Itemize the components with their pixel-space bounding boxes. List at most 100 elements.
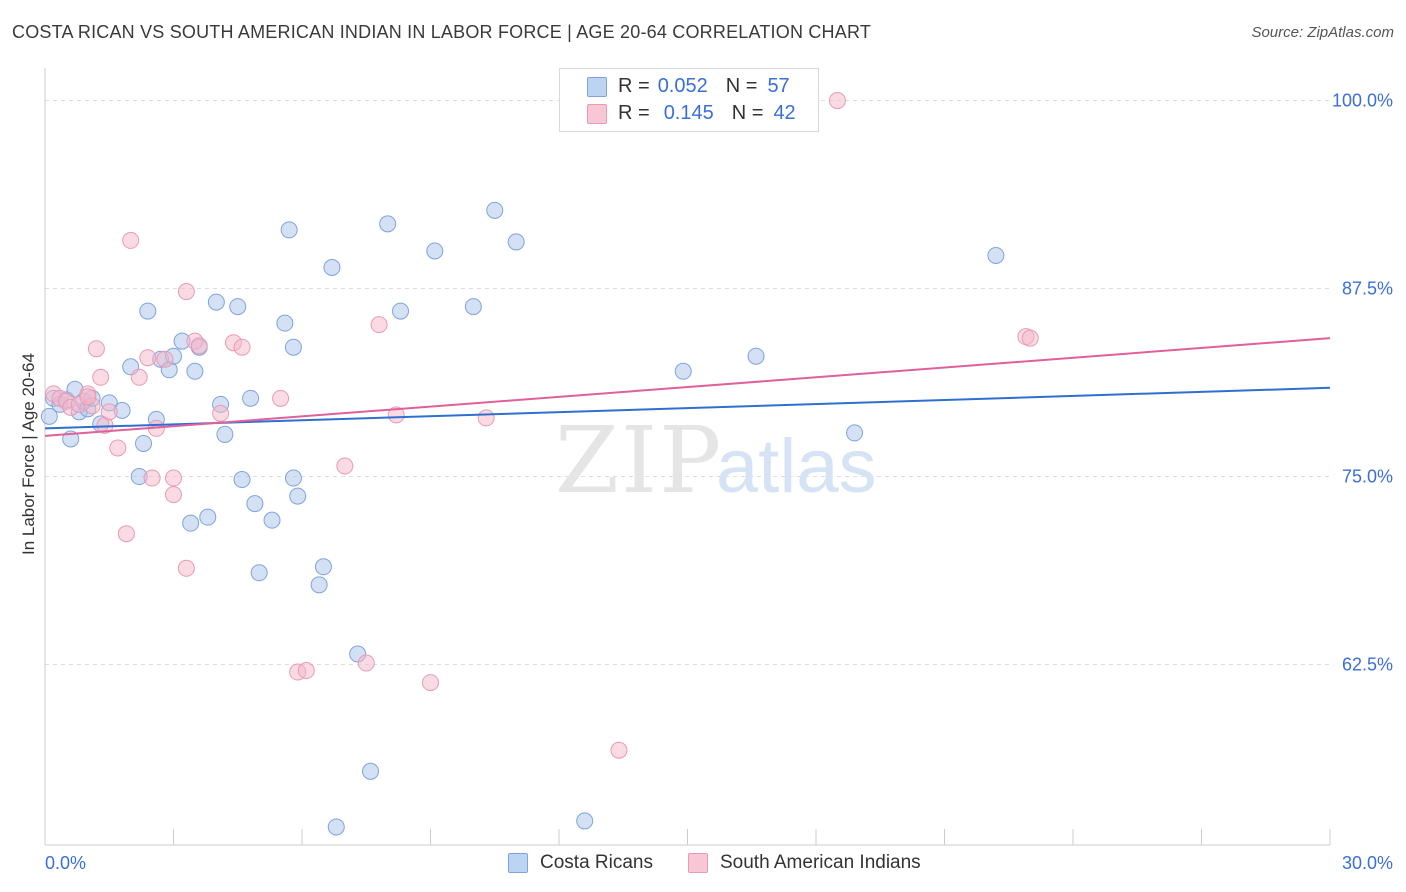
data-point bbox=[422, 674, 439, 692]
data-point bbox=[297, 662, 315, 680]
data-point bbox=[135, 434, 153, 452]
y-axis-label: In Labor Force | Age 20-64 bbox=[19, 353, 38, 555]
legend-n-value: 57 bbox=[767, 74, 790, 97]
data-point bbox=[190, 337, 208, 355]
bottom-legend-label-costa-ricans: Costa Ricans bbox=[540, 852, 653, 873]
data-point bbox=[370, 316, 388, 334]
data-point bbox=[289, 487, 307, 505]
data-point bbox=[92, 368, 110, 386]
data-point bbox=[1021, 329, 1039, 347]
data-point bbox=[674, 362, 692, 380]
data-point bbox=[233, 471, 251, 489]
data-point bbox=[165, 469, 182, 487]
bottom-legend-swatch-south-american-indians bbox=[688, 853, 708, 873]
data-point bbox=[284, 469, 302, 487]
y-tick-label: 87.5% bbox=[1342, 279, 1393, 299]
legend-n-label: N = bbox=[731, 101, 764, 124]
data-point bbox=[357, 654, 375, 672]
data-point bbox=[122, 231, 140, 249]
grid-lines bbox=[45, 100, 1330, 666]
data-point bbox=[828, 92, 846, 110]
data-point bbox=[477, 409, 495, 427]
data-point bbox=[507, 233, 525, 251]
data-point bbox=[327, 818, 345, 836]
data-point bbox=[387, 406, 405, 424]
data-point bbox=[242, 389, 260, 407]
data-point bbox=[846, 424, 864, 442]
data-point bbox=[486, 201, 504, 219]
data-point bbox=[130, 368, 148, 386]
tick-labels: 62.5% 75.0% 87.5% 100.0% 0.0% 30.0% bbox=[45, 91, 1393, 873]
data-point bbox=[314, 558, 332, 576]
data-point bbox=[336, 457, 354, 475]
data-point bbox=[109, 439, 127, 457]
data-point bbox=[216, 425, 234, 443]
data-point bbox=[426, 242, 444, 260]
data-point bbox=[610, 741, 628, 759]
legend-swatch-costa-ricans bbox=[587, 77, 607, 97]
bottom-legend-swatch-costa-ricans bbox=[508, 853, 528, 873]
bottom-legend-label-south-american-indians: South American Indians bbox=[720, 852, 921, 873]
data-point bbox=[272, 389, 290, 407]
data-point bbox=[199, 508, 217, 526]
axes bbox=[44, 68, 1331, 846]
data-point bbox=[987, 246, 1005, 264]
trend-lines bbox=[44, 337, 1331, 437]
data-point bbox=[177, 283, 195, 301]
data-point bbox=[362, 762, 380, 780]
legend-row-costa-ricans: R = 0.052 N = 57 bbox=[618, 74, 790, 98]
data-point bbox=[576, 812, 594, 830]
data-point bbox=[276, 314, 294, 332]
data-point bbox=[233, 338, 251, 356]
bottom-legend-costa-ricans: Costa Ricans bbox=[508, 852, 653, 874]
source-label: Source: ZipAtlas.com bbox=[1251, 24, 1394, 41]
data-point bbox=[79, 388, 97, 406]
data-point bbox=[100, 403, 118, 421]
legend-n-value: 42 bbox=[773, 101, 796, 124]
data-point bbox=[156, 350, 174, 368]
series-south-american-indians bbox=[45, 92, 1039, 759]
legend-r-label: R = bbox=[618, 101, 650, 124]
x-tick-label: 30.0% bbox=[1342, 853, 1393, 873]
chart-title: COSTA RICAN VS SOUTH AMERICAN INDIAN IN … bbox=[12, 22, 872, 42]
legend-n-label: N = bbox=[725, 74, 758, 97]
data-point bbox=[250, 564, 268, 582]
legend-r-value: 0.145 bbox=[663, 101, 714, 124]
data-point bbox=[284, 338, 302, 356]
data-point bbox=[139, 302, 157, 320]
legend-r-value: 0.052 bbox=[657, 74, 708, 97]
data-point bbox=[117, 525, 135, 543]
data-point bbox=[182, 514, 200, 532]
data-point bbox=[229, 298, 247, 316]
y-tick-label: 100.0% bbox=[1332, 91, 1393, 111]
legend-row-south-american-indians: R = 0.145 N = 42 bbox=[618, 101, 796, 125]
data-point bbox=[87, 340, 105, 358]
watermark-zip: ZIP bbox=[555, 407, 723, 514]
data-point bbox=[379, 215, 397, 233]
data-point bbox=[392, 302, 410, 320]
x-tick-label: 0.0% bbox=[45, 853, 86, 873]
data-point bbox=[747, 347, 765, 365]
trend-line bbox=[44, 386, 1331, 430]
bottom-legend-south-american-indians: South American Indians bbox=[688, 852, 921, 874]
correlation-legend: R = 0.052 N = 57 R = 0.145 N = 42 bbox=[559, 68, 819, 132]
y-tick-label: 62.5% bbox=[1342, 655, 1393, 675]
y-tick-label: 75.0% bbox=[1342, 467, 1393, 487]
data-point bbox=[212, 404, 230, 422]
data-point bbox=[263, 511, 281, 529]
data-point bbox=[139, 349, 157, 367]
data-point bbox=[464, 298, 482, 316]
data-point bbox=[310, 576, 328, 594]
data-point bbox=[177, 559, 195, 577]
data-point bbox=[165, 486, 182, 504]
data-point bbox=[143, 469, 161, 487]
data-point bbox=[323, 258, 341, 276]
data-point bbox=[207, 293, 225, 311]
data-point bbox=[40, 407, 58, 425]
legend-r-label: R = bbox=[618, 74, 650, 97]
data-point bbox=[246, 495, 264, 513]
legend-swatch-south-american-indians bbox=[587, 104, 607, 124]
data-point bbox=[186, 362, 204, 380]
trend-line bbox=[44, 337, 1331, 437]
